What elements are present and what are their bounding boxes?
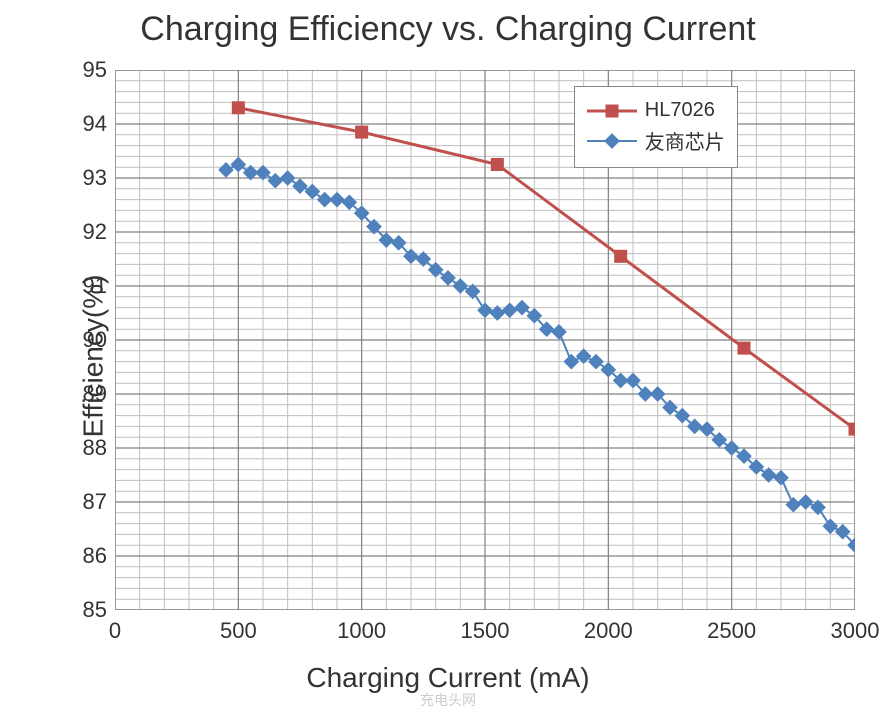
series-marker-competitor [515,300,529,314]
chart-container: Charging Efficiency vs. Charging Current… [0,0,896,712]
y-tick-label: 95 [83,57,107,83]
y-tick-label: 90 [83,327,107,353]
y-tick-label: 91 [83,273,107,299]
series-marker-competitor [725,441,739,455]
series-marker-HL7026 [849,423,855,435]
series-marker-competitor [330,192,344,206]
y-tick-label: 88 [83,435,107,461]
chart-legend: HL7026 友商芯片 [574,86,738,168]
legend-sample-HL7026 [587,101,637,121]
series-marker-competitor [503,303,517,317]
legend-item-HL7026: HL7026 [587,99,725,122]
series-marker-competitor [478,303,492,317]
legend-sample-competitor [587,131,637,151]
series-marker-competitor [786,498,800,512]
plot-area: 8586878889909192939495050010001500200025… [115,70,855,610]
y-tick-label: 86 [83,543,107,569]
x-tick-label: 1000 [337,618,386,644]
y-tick-label: 89 [83,381,107,407]
series-marker-competitor [281,171,295,185]
x-tick-label: 1500 [461,618,510,644]
watermark: 充电头网 [420,690,476,710]
legend-label-HL7026: HL7026 [645,99,715,122]
series-marker-competitor [268,174,282,188]
series-marker-competitor [441,271,455,285]
series-marker-HL7026 [232,102,244,114]
series-marker-competitor [774,471,788,485]
x-tick-label: 500 [220,618,257,644]
x-tick-label: 2500 [707,618,756,644]
series-marker-HL7026 [356,126,368,138]
y-tick-label: 94 [83,111,107,137]
x-tick-label: 0 [109,618,121,644]
series-marker-HL7026 [491,159,503,171]
series-marker-HL7026 [738,342,750,354]
legend-item-competitor: 友商芯片 [587,126,725,155]
series-marker-competitor [552,325,566,339]
y-tick-label: 93 [83,165,107,191]
y-tick-label: 92 [83,219,107,245]
legend-label-competitor: 友商芯片 [645,126,725,155]
y-tick-label: 85 [83,597,107,623]
y-tick-label: 87 [83,489,107,515]
series-marker-HL7026 [615,250,627,262]
chart-title: Charging Efficiency vs. Charging Current [0,10,896,49]
chart-svg [115,70,855,610]
x-tick-label: 2000 [584,618,633,644]
x-tick-label: 3000 [831,618,880,644]
